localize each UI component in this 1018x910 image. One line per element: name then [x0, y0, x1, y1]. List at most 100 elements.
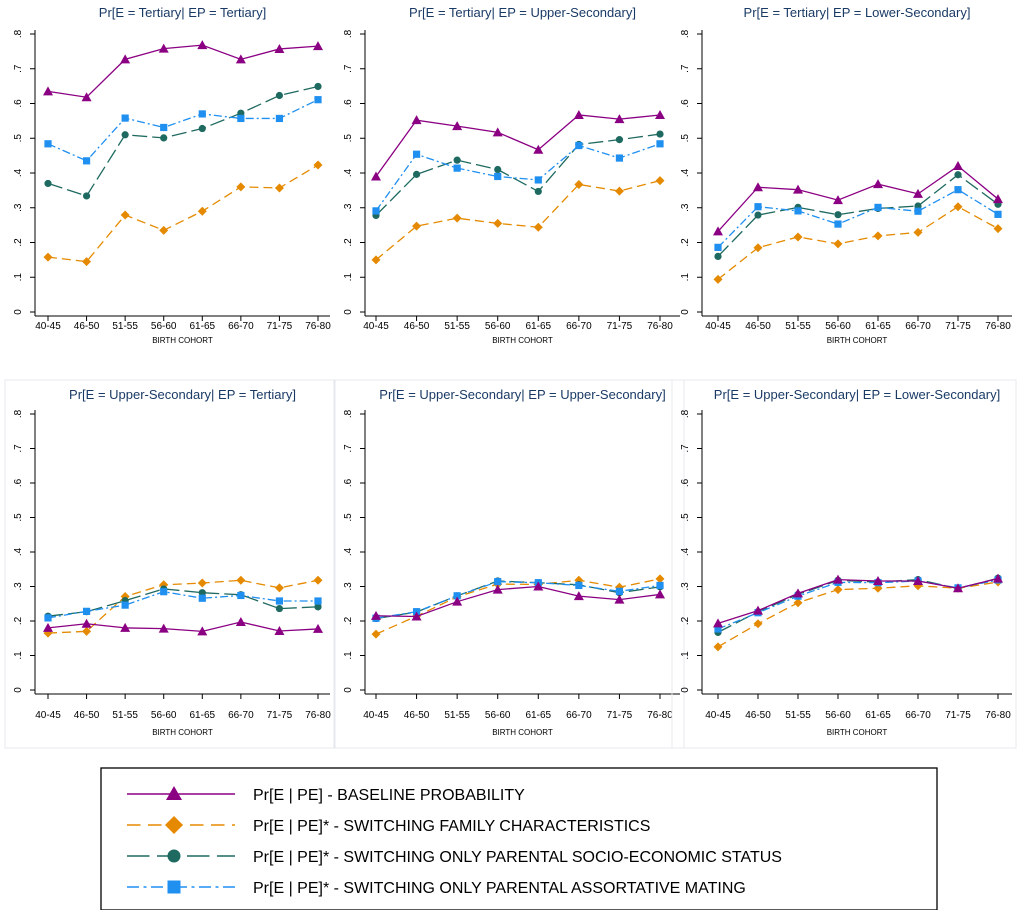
- legend-marker: [167, 849, 181, 863]
- series-ses: [44, 82, 322, 200]
- legend-entry-mating: Pr[E | PE]* - SWITCHING ONLY PARENTAL AS…: [127, 880, 746, 897]
- data-point: [452, 213, 462, 223]
- data-point: [313, 160, 323, 170]
- data-point: [833, 574, 843, 584]
- data-point: [793, 184, 803, 194]
- x-tick-label: 61-65: [865, 710, 891, 721]
- x-tick-label: 56-60: [151, 321, 177, 332]
- y-tick-label: .6: [343, 478, 354, 487]
- data-point: [793, 232, 803, 242]
- chart-title: Pr[E = Upper-Secondary| EP = Tertiary]: [69, 387, 296, 402]
- data-point: [714, 252, 722, 260]
- series-baseline: [713, 161, 1003, 236]
- y-tick-label: 0: [343, 309, 354, 315]
- data-point: [533, 222, 543, 232]
- data-point: [714, 625, 722, 633]
- x-tick-label: 61-65: [189, 710, 215, 721]
- y-tick-label: .2: [343, 238, 354, 247]
- data-point: [534, 187, 542, 196]
- data-point: [160, 588, 168, 596]
- y-tick-label: .3: [13, 582, 24, 591]
- series-family: [713, 202, 1003, 284]
- chart-panel: Pr[E = Tertiary| EP = Upper-Secondary] 0.…: [343, 5, 680, 345]
- data-point: [656, 581, 664, 590]
- data-point: [275, 597, 284, 605]
- data-point: [120, 210, 130, 220]
- y-tick-label: .8: [13, 29, 24, 38]
- data-point: [198, 110, 206, 118]
- data-point: [615, 587, 624, 595]
- y-tick-label: 0: [680, 687, 691, 693]
- legend-entry-ses: Pr[E | PE]* - SWITCHING ONLY PARENTAL SO…: [127, 849, 782, 866]
- legend: Pr[E | PE] - BASELINE PROBABILITY Pr[E | …: [100, 767, 938, 910]
- data-point: [873, 179, 883, 189]
- y-tick-label: .8: [13, 409, 24, 418]
- x-tick-label: 66-70: [228, 710, 254, 721]
- x-tick-label: 56-60: [825, 710, 851, 721]
- chart-title: Pr[E = Upper-Secondary| EP = Lower-Secon…: [714, 387, 1000, 402]
- data-point: [235, 617, 246, 627]
- x-tick-label: 56-60: [485, 710, 511, 721]
- series-baseline: [43, 40, 323, 102]
- series-line: [717, 173, 999, 257]
- series-family: [371, 574, 665, 639]
- data-point: [274, 626, 285, 636]
- data-point: [655, 176, 665, 186]
- y-tick-label: .4: [13, 168, 24, 177]
- data-point: [655, 109, 665, 119]
- series-baseline: [371, 109, 665, 181]
- data-point: [371, 171, 381, 181]
- data-point: [275, 114, 284, 123]
- data-point: [993, 224, 1003, 234]
- chart-panels: Pr[E = Tertiary| EP = Tertiary] 0 .1 .2 .3 .4…: [4, 5, 1017, 749]
- y-tick-label: .5: [13, 513, 24, 522]
- x-tick-label: 51-55: [112, 710, 138, 721]
- data-point: [834, 211, 842, 219]
- y-tick-label: .3: [343, 203, 354, 212]
- x-tick-label: 56-60: [825, 321, 851, 332]
- data-point: [82, 607, 91, 615]
- x-tick-label: 61-65: [865, 321, 891, 332]
- data-point: [159, 225, 169, 235]
- data-point: [913, 575, 923, 585]
- x-tick-label: 46-50: [74, 321, 100, 332]
- panel-frame: [334, 379, 685, 749]
- y-tick-label: .4: [13, 547, 24, 556]
- data-point: [274, 43, 285, 53]
- data-point: [121, 131, 129, 139]
- x-tick-label: 51-55: [444, 321, 470, 332]
- data-point: [954, 171, 962, 179]
- y-tick-label: .7: [343, 444, 354, 453]
- data-point: [81, 92, 92, 102]
- y-tick-label: 0: [13, 687, 24, 693]
- x-tick-label: 66-70: [566, 710, 592, 721]
- data-point: [197, 40, 208, 50]
- series-baseline: [713, 573, 1003, 628]
- data-point: [794, 207, 802, 215]
- chart-panel: Pr[E = Tertiary| EP = Lower-Secondary] 0.…: [680, 5, 1012, 345]
- data-point: [313, 41, 323, 51]
- data-point: [614, 594, 625, 604]
- legend-entry-family: Pr[E | PE]* - SWITCHING FAMILY CHARACTER…: [127, 816, 650, 835]
- data-point: [655, 589, 665, 599]
- data-point: [494, 578, 502, 586]
- data-point: [412, 221, 422, 231]
- x-tick-label: 66-70: [228, 321, 254, 332]
- x-tick-label: 61-65: [525, 321, 551, 332]
- data-point: [412, 150, 421, 158]
- data-point: [573, 109, 584, 119]
- x-tick-label: 71-75: [267, 710, 293, 721]
- chart-title: Pr[E = Tertiary| EP = Lower-Secondary]: [744, 5, 971, 20]
- data-point: [236, 575, 246, 585]
- data-point: [914, 207, 922, 215]
- series-line: [47, 621, 319, 633]
- series-line: [47, 591, 318, 619]
- y-tick-label: .1: [13, 273, 24, 282]
- data-point: [43, 622, 53, 632]
- y-tick-label: .6: [343, 99, 354, 108]
- data-point: [655, 574, 665, 584]
- series-line: [47, 579, 319, 634]
- data-point: [713, 274, 723, 284]
- x-tick-label: 66-70: [566, 321, 592, 332]
- series-family: [371, 176, 665, 265]
